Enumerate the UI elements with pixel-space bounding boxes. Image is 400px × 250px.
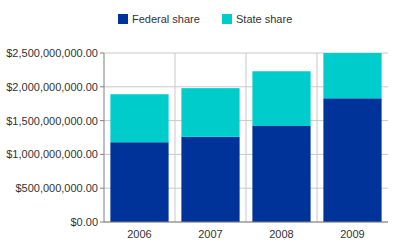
y-tick-label: $0.00 [70, 216, 98, 228]
grid-line-vertical [175, 53, 176, 222]
x-tick-label: 2007 [198, 228, 222, 240]
legend-label: State share [236, 13, 292, 25]
grid [100, 53, 388, 222]
legend: Federal share State share [118, 13, 292, 25]
bar-segment [252, 71, 310, 126]
bar-segment [323, 53, 381, 98]
bar-segment [181, 137, 239, 222]
tick-mark [100, 154, 104, 155]
tick-mark [100, 120, 104, 121]
y-tick-label: $1,500,000,000.00 [6, 115, 98, 127]
tick-mark [100, 188, 104, 189]
bar-segment [110, 142, 168, 222]
legend-label: Federal share [132, 13, 200, 25]
y-axis-line [104, 53, 105, 222]
x-tick-label: 2006 [127, 228, 151, 240]
bar-segment [181, 88, 239, 137]
grid-line-vertical [246, 53, 247, 222]
bars [110, 53, 381, 222]
chart-container: $0.00 $500,000,000.00 $1,000,000,000.00 $1,… [0, 0, 400, 250]
x-axis-line [104, 222, 388, 223]
y-tick-label: $1,000,000,000.00 [6, 148, 98, 160]
grid-line [104, 222, 388, 223]
bar-segment [252, 126, 310, 222]
y-tick-label: $2,500,000,000.00 [6, 47, 98, 59]
bar-segment [110, 94, 168, 142]
grid-line-vertical [317, 53, 318, 222]
tick-mark [100, 53, 104, 54]
bar-segment [323, 98, 381, 222]
x-tick-label: 2009 [340, 228, 364, 240]
y-tick-label: $2,000,000,000.00 [6, 81, 98, 93]
y-tick-label: $500,000,000.00 [15, 182, 98, 194]
chart-svg: $0.00 $500,000,000.00 $1,000,000,000.00 $1,… [0, 0, 400, 250]
x-tick-label: 2008 [269, 228, 293, 240]
legend-swatch [222, 14, 232, 24]
tick-mark [100, 86, 104, 87]
legend-swatch [118, 14, 128, 24]
tick-mark [100, 222, 104, 223]
